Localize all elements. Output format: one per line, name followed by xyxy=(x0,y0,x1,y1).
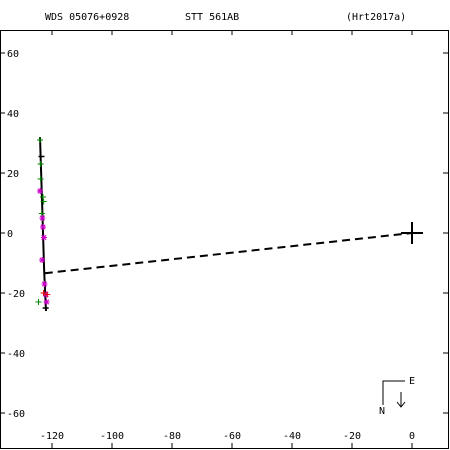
observation-star-mark xyxy=(40,234,47,241)
y-tick-label: 40 xyxy=(7,109,19,120)
compass-arrow-icon xyxy=(396,392,406,408)
compass: E N xyxy=(379,376,415,417)
y-tick-label: -40 xyxy=(7,349,25,360)
x-tick-label: -100 xyxy=(100,431,124,442)
observation-plus-mark xyxy=(37,161,44,167)
observation-plus-mark xyxy=(40,198,47,205)
observation-star-mark xyxy=(40,224,46,230)
observation-plus-mark xyxy=(35,299,42,305)
reference-label: (Hrt2017a) xyxy=(346,12,406,23)
observation-star-mark xyxy=(43,299,50,305)
x-tick-label: -40 xyxy=(283,431,301,442)
observation-plus-mark xyxy=(37,137,43,143)
plot-frame xyxy=(0,30,449,449)
x-tick-label: 0 xyxy=(409,431,415,442)
observation-plus-mark xyxy=(40,290,47,296)
y-tick-label: 60 xyxy=(7,49,19,60)
wds-label: WDS 05076+0928 xyxy=(45,12,129,23)
observation-star-mark xyxy=(39,215,46,221)
x-tick-label: -60 xyxy=(223,431,241,442)
y-tick-label: -60 xyxy=(7,409,25,420)
observation-marks xyxy=(35,137,51,305)
compass-east-label: E xyxy=(409,376,415,387)
y-tick-label: 20 xyxy=(7,169,19,180)
observation-star-mark xyxy=(37,188,43,194)
x-tick-label: -120 xyxy=(40,431,64,442)
line-of-nodes xyxy=(44,232,413,275)
compass-north-label: N xyxy=(379,406,385,417)
observation-star-mark xyxy=(41,281,48,287)
axes: -120 -100 -80 -60 -40 -20 0 60 40 20 0 -20 -40 -60 xyxy=(0,30,449,449)
orbit-tracks xyxy=(38,136,423,312)
observation-plus-mark xyxy=(44,291,51,298)
observation-plus-mark xyxy=(37,176,44,182)
x-tick-label: -80 xyxy=(163,431,181,442)
observation-plus-mark xyxy=(40,194,46,200)
x-tick-label: -20 xyxy=(343,431,361,442)
discoverer-label: STT 561AB xyxy=(185,12,239,23)
y-tick-label: 0 xyxy=(7,229,13,240)
observation-star-mark xyxy=(39,257,46,263)
compass-frame xyxy=(382,380,405,405)
y-tick-label: -20 xyxy=(7,289,25,300)
observation-plus-mark xyxy=(38,210,45,217)
